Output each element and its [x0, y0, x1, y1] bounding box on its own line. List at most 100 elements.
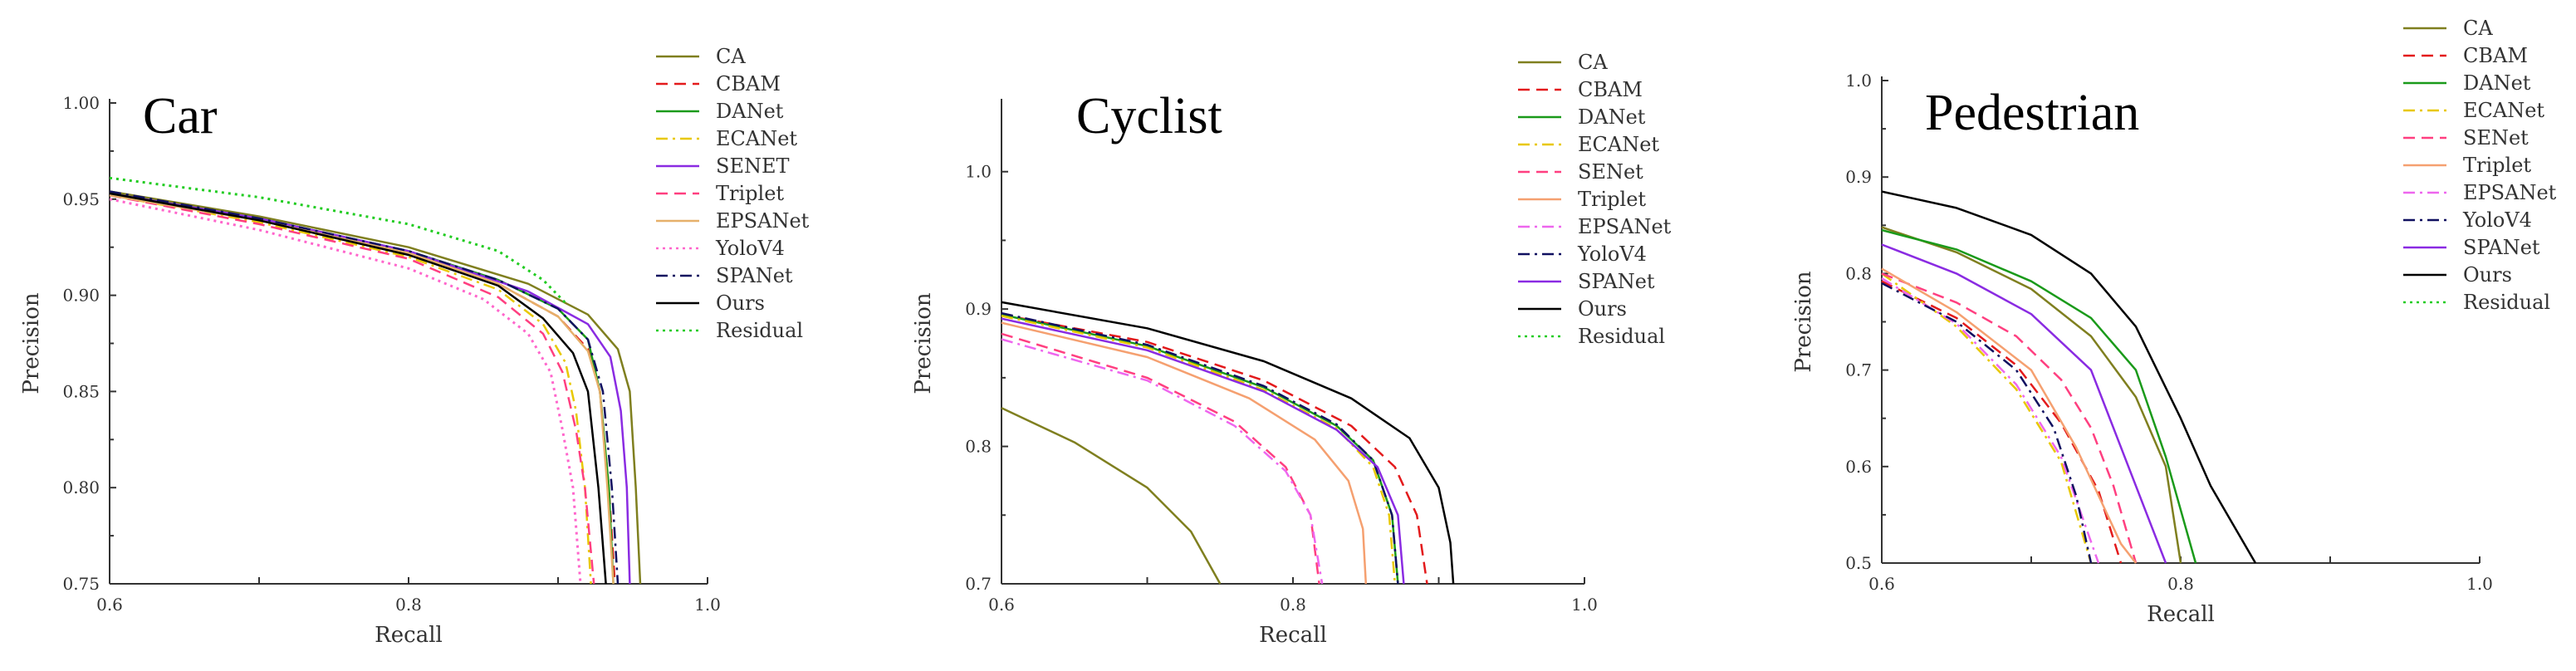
- y-tick-label: 0.7: [965, 574, 992, 594]
- y-tick-label: 1.0: [965, 162, 992, 182]
- series-line-epsanet: [1001, 338, 1324, 585]
- legend: CA CBAM DANet ECANet SENET Triplet EPSANet Yolo…: [656, 45, 810, 342]
- x-tick-label: 0.6: [1868, 574, 1895, 594]
- legend-entry: YoloV4: [2462, 208, 2532, 232]
- y-tick-label: 0.8: [965, 437, 992, 457]
- legend-entry: DANet: [716, 100, 784, 123]
- x-tick-label: 0.8: [1280, 595, 1306, 615]
- chart-0: 0.6 0.8 1.0 0.75 0.80 0.85 0.90 0.95 1.00 Recall P…: [19, 45, 810, 648]
- series-line-ca: [1881, 226, 2182, 564]
- series-line-danet: [1881, 228, 2197, 564]
- y-tick-label: 0.9: [965, 299, 992, 319]
- legend-entry: CBAM: [1578, 78, 1643, 101]
- x-tick-label: 1.0: [694, 595, 721, 615]
- series-line-ours: [1881, 190, 2257, 564]
- series-line-ours: [1001, 301, 1455, 585]
- legend-entry: EPSANet: [2463, 181, 2557, 204]
- chart-2: 0.6 0.8 1.00.50.60.70.80.91.0RecallPrecisi…: [1791, 17, 2557, 627]
- y-tick-label: 0.85: [62, 381, 100, 401]
- legend-entry: SPANet: [1578, 270, 1655, 293]
- x-tick-label: 0.6: [96, 595, 123, 615]
- y-tick-label: 0.90: [62, 286, 100, 306]
- legend-entry: SPANet: [2463, 236, 2540, 259]
- y-axis-label: Precision: [19, 292, 44, 394]
- chart-title: Car: [143, 88, 218, 144]
- series-line-epsanet: [109, 193, 615, 585]
- legend-entry: Ours: [2463, 263, 2512, 287]
- legend-entry: EPSANet: [716, 209, 810, 233]
- series-line-yolov4: [109, 198, 582, 585]
- legend-entry: ECANet: [2463, 99, 2544, 122]
- y-tick-label: 0.95: [62, 189, 100, 209]
- legend-entry: CA: [2463, 17, 2493, 40]
- legend-entry: DANet: [1578, 105, 1646, 129]
- series-line-cbam: [1881, 280, 2123, 564]
- y-tick-label: 0.6: [1845, 457, 1872, 477]
- series-line-yolov4: [1881, 282, 2093, 564]
- x-tick-label: 0.6: [988, 595, 1015, 615]
- series-line-triplet: [1001, 321, 1368, 585]
- legend-entry: SENET: [716, 154, 790, 178]
- y-tick-label: 1.0: [1845, 71, 1872, 91]
- x-axis-label: Recall: [2147, 602, 2215, 627]
- legend-entry: YoloV4: [1577, 242, 1647, 266]
- legend-entry: SENet: [2463, 126, 2529, 149]
- legend: CA CBAM DANet ECANet SENet Triplet EPSANet Yolo…: [1518, 51, 1672, 348]
- legend-entry: CBAM: [2463, 44, 2528, 67]
- legend: CA CBAM DANet ECANet SENet Triplet EPSANet Yolo…: [2403, 17, 2557, 314]
- chart-1: 0.6 0.8 1.0 0.7 0.8 0.9 1.0 Recall Precision Cycl…: [911, 51, 1672, 648]
- y-tick-label: 0.9: [1845, 167, 1872, 187]
- series-line-senet: [109, 192, 631, 585]
- legend-entry: SPANet: [716, 264, 793, 287]
- legend-entry: Residual: [2463, 291, 2550, 314]
- x-axis-label: Recall: [1259, 623, 1327, 648]
- series-line-cbam: [1001, 313, 1428, 585]
- legend-entry: ECANet: [1578, 133, 1659, 156]
- x-axis-label: Recall: [375, 623, 443, 648]
- legend-entry: ECANet: [716, 127, 797, 150]
- y-tick-label: 0.75: [62, 574, 100, 594]
- series-line-ca: [1001, 407, 1222, 585]
- x-tick-label: 0.8: [2167, 574, 2194, 594]
- legend-entry: DANet: [2463, 71, 2531, 95]
- series-line-danet: [109, 192, 615, 585]
- legend-entry: Ours: [716, 291, 765, 315]
- y-tick-label: 0.7: [1845, 360, 1872, 380]
- series-line-senet: [1881, 272, 2138, 564]
- legend-entry: Triplet: [1578, 188, 1646, 211]
- legend-entry: Residual: [716, 319, 803, 342]
- series-line-cbam: [109, 192, 616, 585]
- series-line-danet: [1001, 313, 1399, 585]
- legend-entry: Triplet: [716, 182, 784, 205]
- series-line-spanet: [1881, 243, 2167, 564]
- legend-entry: CA: [716, 45, 746, 68]
- y-tick-label: 0.8: [1845, 263, 1872, 283]
- series-line-spanet: [1001, 317, 1405, 585]
- series-line-ecanet: [1001, 315, 1397, 585]
- series-line-ecanet: [1881, 272, 2093, 564]
- legend-entry: Ours: [1578, 297, 1627, 321]
- y-axis-label: Precision: [1791, 271, 1816, 372]
- legend-entry: CA: [1578, 51, 1608, 74]
- y-tick-label: 0.5: [1845, 553, 1872, 573]
- y-tick-label: 0.80: [62, 478, 100, 497]
- chart-title: Pedestrian: [1925, 85, 2139, 141]
- legend-entry: YoloV4: [715, 237, 785, 260]
- legend-entry: Triplet: [2463, 154, 2531, 177]
- x-tick-label: 1.0: [2466, 574, 2493, 594]
- legend-entry: Residual: [1578, 325, 1665, 348]
- series-line-ca: [109, 190, 642, 585]
- series-line-triplet: [1881, 267, 2137, 564]
- legend-entry: CBAM: [716, 72, 781, 96]
- series-line-yolov4: [1001, 311, 1399, 585]
- x-tick-label: 1.0: [1571, 595, 1598, 615]
- chart-title: Cyclist: [1076, 88, 1222, 144]
- y-axis-label: Precision: [911, 292, 936, 394]
- series-line-spanet: [109, 190, 620, 585]
- legend-entry: EPSANet: [1578, 215, 1672, 238]
- series-line-triplet: [109, 193, 595, 585]
- x-tick-label: 0.8: [395, 595, 422, 615]
- y-tick-label: 1.00: [62, 93, 100, 113]
- series-line-ours: [109, 192, 607, 585]
